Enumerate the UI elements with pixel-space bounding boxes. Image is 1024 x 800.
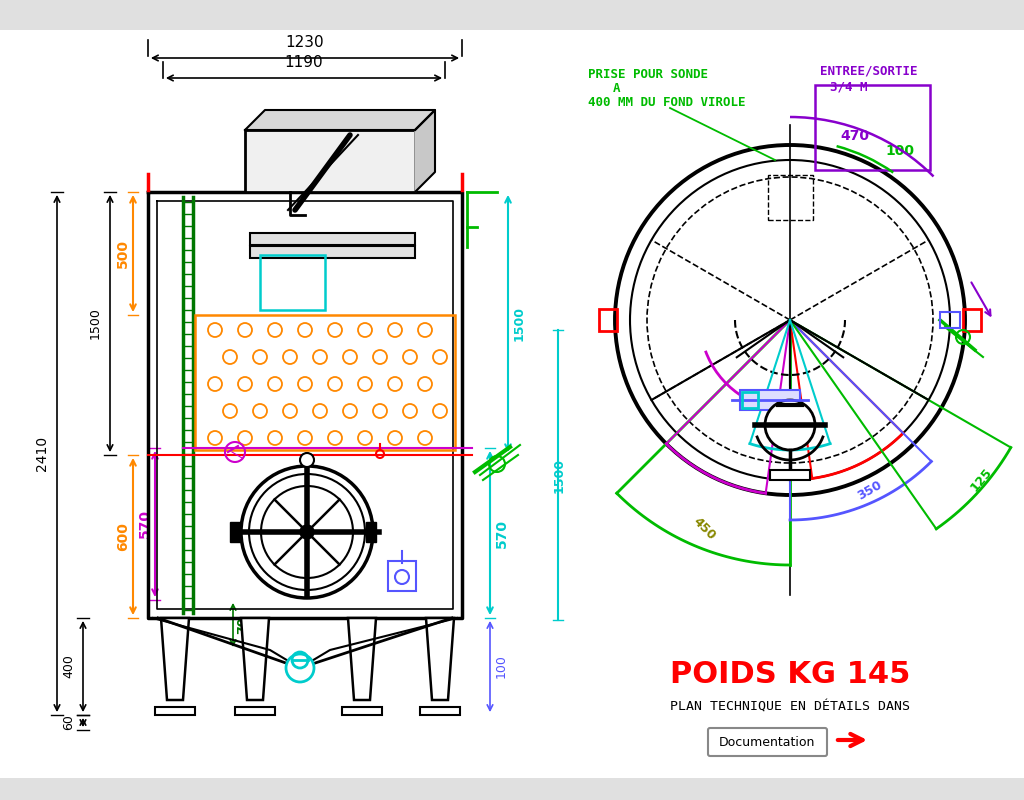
Text: 100: 100 xyxy=(495,654,508,678)
Text: 570: 570 xyxy=(495,518,509,547)
Bar xyxy=(342,707,382,715)
FancyBboxPatch shape xyxy=(708,728,827,756)
Text: ENTREE/SORTIE: ENTREE/SORTIE xyxy=(820,65,918,78)
Bar xyxy=(0,778,1024,800)
Bar xyxy=(742,392,758,408)
Bar xyxy=(0,0,1024,30)
Text: 570: 570 xyxy=(138,510,152,538)
Text: 300: 300 xyxy=(702,445,731,470)
Bar xyxy=(195,315,455,450)
Polygon shape xyxy=(161,618,189,700)
Text: POIDS KG 145: POIDS KG 145 xyxy=(670,660,910,689)
Text: 400: 400 xyxy=(62,654,75,678)
Bar xyxy=(770,470,810,480)
Text: Documentation: Documentation xyxy=(719,735,815,749)
Bar xyxy=(420,707,460,715)
Bar xyxy=(963,309,981,331)
Text: 2410: 2410 xyxy=(35,436,49,471)
Circle shape xyxy=(249,474,365,590)
Text: PRISE POUR SONDE: PRISE POUR SONDE xyxy=(588,68,708,81)
Bar xyxy=(230,522,240,542)
Circle shape xyxy=(261,486,353,578)
Bar xyxy=(815,85,930,170)
Circle shape xyxy=(300,525,314,539)
Text: 150: 150 xyxy=(780,433,806,446)
Text: 3/4 M: 3/4 M xyxy=(830,80,867,93)
Bar xyxy=(366,522,376,542)
Circle shape xyxy=(286,654,314,682)
Text: 100: 100 xyxy=(885,144,914,158)
Polygon shape xyxy=(426,618,454,700)
Text: 60: 60 xyxy=(62,714,75,730)
Bar xyxy=(599,309,617,331)
Text: 1500: 1500 xyxy=(513,306,526,341)
Bar xyxy=(155,707,195,715)
Bar xyxy=(768,175,813,220)
Bar xyxy=(245,130,415,192)
Text: 600: 600 xyxy=(116,522,130,551)
Bar xyxy=(740,390,800,410)
Text: 400 MM DU FOND VIROLE: 400 MM DU FOND VIROLE xyxy=(588,96,745,109)
Text: 1500: 1500 xyxy=(89,307,102,339)
Bar xyxy=(250,233,415,245)
Text: 450: 450 xyxy=(690,515,718,542)
Text: 1500: 1500 xyxy=(553,458,566,493)
Text: 125: 125 xyxy=(968,466,994,494)
Polygon shape xyxy=(245,110,435,130)
Text: 350: 350 xyxy=(855,478,885,502)
Circle shape xyxy=(300,453,314,467)
Circle shape xyxy=(615,145,965,495)
Polygon shape xyxy=(241,618,269,700)
Polygon shape xyxy=(415,110,435,192)
Circle shape xyxy=(241,466,373,598)
Text: 1230: 1230 xyxy=(286,35,325,50)
Bar xyxy=(388,561,416,591)
Bar xyxy=(260,255,325,310)
Bar xyxy=(234,707,275,715)
Text: 470: 470 xyxy=(840,129,869,143)
Polygon shape xyxy=(348,618,376,700)
Bar xyxy=(250,246,415,258)
Text: 500: 500 xyxy=(116,239,130,268)
Circle shape xyxy=(765,400,815,450)
Text: A: A xyxy=(613,82,621,95)
Bar xyxy=(940,312,961,328)
Text: 300: 300 xyxy=(850,435,879,461)
Text: 1190: 1190 xyxy=(285,55,324,70)
Text: 100: 100 xyxy=(358,629,371,653)
Text: PLAN TECHNIQUE EN DÉTAILS DANS: PLAN TECHNIQUE EN DÉTAILS DANS xyxy=(670,700,910,713)
Text: 70: 70 xyxy=(236,616,249,634)
Circle shape xyxy=(630,160,950,480)
